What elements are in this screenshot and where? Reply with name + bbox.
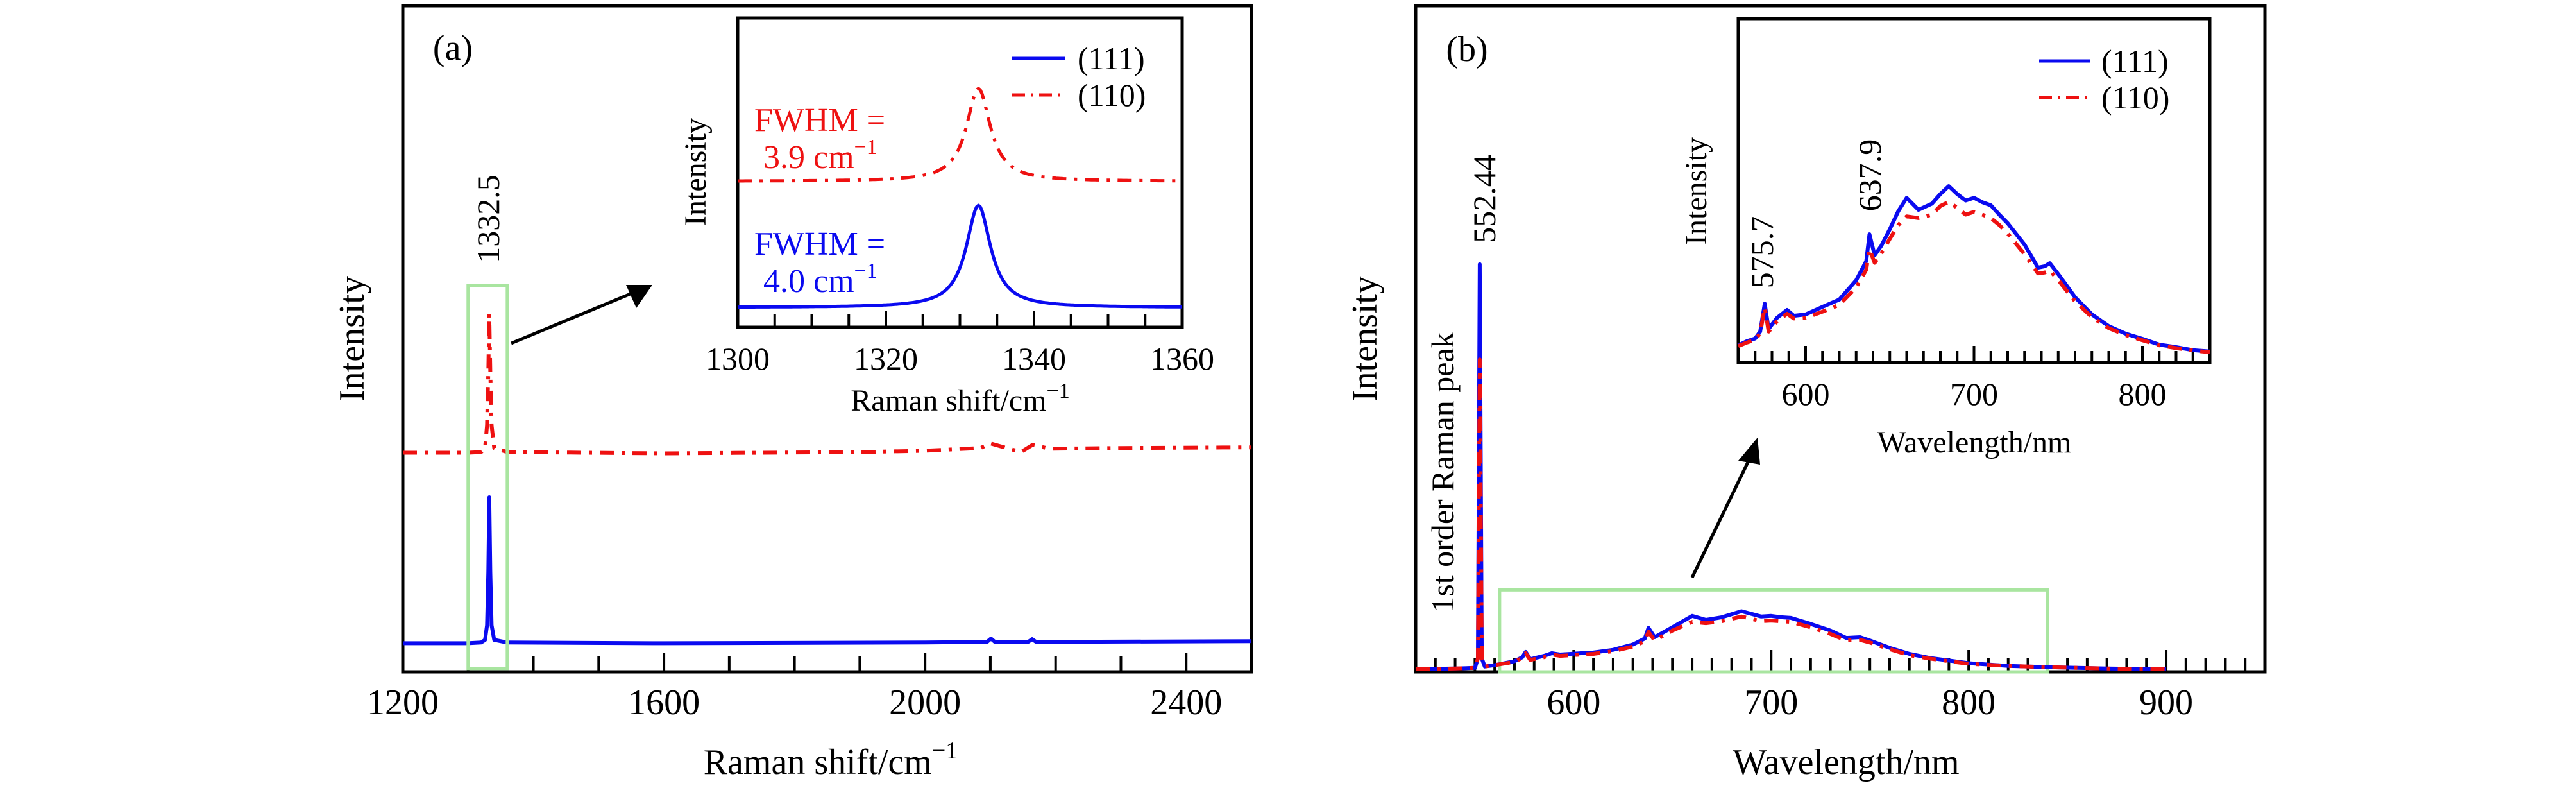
panel-b-inset-x-tick-label: 800 [2119,376,2167,412]
panel-a-x-tick-label: 1200 [367,683,439,723]
panel-b-x-tick-labels: 600 700 800 900 [1546,683,2193,723]
fwhm-110-line1: FWHM = [754,102,885,139]
fwhm-111-superscript: −1 [854,259,877,283]
fwhm-111-value: 4.0 cm [763,263,854,300]
panel-b-laser-peak-annotation: 552.44 [1466,155,1502,243]
panel-a-peak-annotation: 1332.5 [470,175,506,263]
panel-a-x-axis-title-superscript: −1 [932,737,958,764]
panel-b-raman-peak-annotation: 1st order Raman peak [1425,332,1461,612]
inset-series-111-line [1737,184,2210,354]
panel-a-x-axis-title: Raman shift/cm−1 [704,737,958,782]
inset-series-110-line [738,87,1182,183]
fwhm-110-value: 3.9 cm [763,139,854,176]
panel-b-zoom-arrow-head [1738,438,1760,465]
panel-b-series [1415,262,2167,671]
series-110-line [1415,357,2167,671]
legend-label-111: (111) [2101,43,2169,79]
panel-a-x-tick-label: 1600 [628,683,700,723]
panel-a-x-axis-title-text: Raman shift/cm [704,742,932,782]
panel-a-inset: 1300 1320 1340 1360 Intensity Raman shift/c… [679,16,1214,418]
panel-b-inset-series [1737,184,2210,354]
panel-a-zoom-arrow [511,290,636,345]
panel-b-label: (b) [1446,30,1487,69]
panel-b: 600 700 800 900 (b) Intensity Wavelength/nm… [1345,4,2267,782]
fwhm-110-line2: 3.9 cm−1 [763,135,877,176]
panel-a-zoom-arrow-head [626,285,652,308]
panel-a-series [403,312,1252,646]
panel-a-inset-series [737,87,1182,309]
panel-a-x-tick-label: 2000 [889,683,961,723]
legend-label-110: (110) [2101,80,2169,116]
fwhm-111-line1: FWHM = [754,226,885,262]
panel-a-zoom-box [466,284,509,671]
panel-b-zoom-arrow [1690,456,1752,579]
panel-b-inset-annotation-575: 575.7 [1744,216,1780,289]
inset-series-110-line [1737,200,2210,354]
panel-a-inset-y-axis-title: Intensity [679,118,713,226]
panel-b-x-tick-label: 600 [1546,683,1600,723]
panel-a-inset-x-tick-label: 1340 [1002,341,1066,377]
series-111-line [1415,262,2167,671]
panel-b-inset-x-tick-label: 600 [1782,376,1830,412]
panel-a: 1200 1600 2000 2400 (a) Intensity Raman shi… [332,4,1253,782]
panel-b-inset: 600 700 800 Intensity Wavelength/nm 575.7 … [1679,17,2212,459]
panel-b-inset-annotation-637: 637.9 [1852,139,1888,212]
panel-a-inset-legend: (111) (110) [1012,40,1146,113]
panel-b-x-tick-label: 700 [1744,683,1798,723]
panel-b-inset-y-axis-title: Intensity [1679,137,1713,245]
panel-a-x-ticks [402,653,1188,672]
panel-a-inset-x-tick-labels: 1300 1320 1340 1360 [706,341,1214,377]
panel-b-inset-x-ticks [1737,346,2211,363]
fwhm-110-superscript: −1 [854,135,877,159]
panel-a-frame [401,4,1253,674]
panel-a-inset-x-tick-label: 1360 [1150,341,1214,377]
panel-b-inset-x-tick-label: 700 [1950,376,1998,412]
panel-b-inset-x-tick-labels: 600 700 800 [1782,376,2167,412]
panel-a-inset-x-ticks [736,311,1183,327]
panel-b-x-tick-label: 800 [1942,683,1996,723]
panel-b-y-axis-title: Intensity [1345,276,1385,402]
fwhm-111-line2: 4.0 cm−1 [763,259,877,300]
panel-b-x-tick-label: 900 [2139,683,2193,723]
panel-b-x-axis-title: Wavelength/nm [1733,742,1959,782]
panel-b-zoom-box [1498,588,2049,674]
panel-a-inset-x-axis-title-text: Raman shift/cm [851,384,1046,418]
panel-b-x-ticks [1414,650,2266,672]
panel-a-x-tick-labels: 1200 1600 2000 2400 [367,683,1222,723]
panel-a-inset-x-axis-title-superscript: −1 [1047,379,1070,403]
legend-label-111: (111) [1078,40,1145,76]
panel-a-label: (a) [433,28,473,68]
inset-series-111-line [737,203,1182,309]
series-111-line [403,495,1252,646]
panel-a-inset-x-axis-title: Raman shift/cm−1 [851,379,1069,418]
panel-a-inset-x-tick-label: 1320 [854,341,918,377]
legend-label-110: (110) [1078,77,1146,113]
panel-b-inset-x-axis-title: Wavelength/nm [1877,425,2072,459]
panel-a-x-tick-label: 2400 [1150,683,1222,723]
panel-a-inset-x-tick-label: 1300 [706,341,770,377]
panel-a-y-axis-title: Intensity [332,276,372,402]
panel-b-inset-legend: (111) (110) [2039,43,2169,116]
